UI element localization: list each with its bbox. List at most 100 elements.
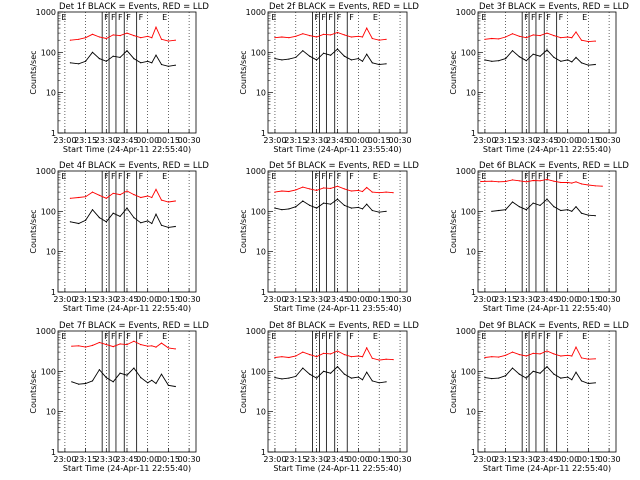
- data-point-lld: [575, 346, 577, 348]
- data-point-lld: [580, 39, 583, 41]
- x-tick-label: 00:00: [347, 136, 370, 145]
- y-tick-label: 1: [261, 129, 266, 138]
- data-point-lld: [281, 190, 283, 192]
- data-point-events: [357, 58, 359, 60]
- data-point-events: [71, 381, 73, 383]
- y-tick-label: 10: [256, 248, 266, 257]
- data-point-lld: [160, 342, 163, 344]
- data-point-lld: [155, 26, 157, 28]
- y-tick-label: 10: [466, 89, 476, 98]
- data-point-lld: [518, 35, 521, 37]
- data-point-events: [511, 50, 514, 52]
- data-point-lld: [119, 194, 121, 196]
- data-point-lld: [511, 33, 514, 35]
- data-point-events: [357, 206, 359, 208]
- data-point-lld: [105, 37, 107, 40]
- series-line-lld: [71, 340, 176, 350]
- data-point-lld: [525, 37, 527, 39]
- data-point-events: [560, 60, 562, 62]
- data-point-lld: [85, 196, 87, 198]
- data-point-lld: [302, 33, 304, 35]
- data-point-lld: [91, 344, 94, 346]
- annotation-label-f: F: [531, 172, 536, 181]
- data-point-events: [571, 210, 573, 212]
- data-point-lld: [350, 190, 352, 192]
- data-point-events: [594, 215, 596, 217]
- data-point-events: [511, 367, 514, 369]
- annotation-label-f: F: [111, 172, 116, 181]
- x-tick-label: 00:00: [136, 295, 159, 304]
- data-point-events: [378, 211, 380, 213]
- annotation-label-f: F: [139, 332, 144, 341]
- data-point-events: [484, 377, 486, 379]
- annotation-label-f: F: [559, 332, 564, 341]
- data-point-events: [133, 367, 135, 369]
- series-line-lld: [274, 185, 394, 194]
- data-point-lld: [336, 31, 339, 34]
- x-tick-label: 23:00: [473, 455, 496, 464]
- data-point-lld: [323, 187, 325, 189]
- y-axis-label: Counts/sec: [449, 209, 458, 253]
- data-point-events: [174, 385, 176, 388]
- data-point-events: [98, 58, 100, 60]
- y-axis-label: Counts/sec: [29, 369, 38, 413]
- x-tick-label: 00:30: [178, 136, 201, 145]
- data-point-lld: [336, 350, 339, 352]
- data-point-lld: [491, 37, 493, 40]
- annotation-label-e: E: [481, 172, 486, 181]
- data-point-lld: [498, 181, 500, 183]
- data-point-lld: [539, 180, 541, 182]
- data-point-events: [539, 55, 541, 57]
- data-point-events: [371, 380, 373, 382]
- data-point-events: [160, 224, 163, 226]
- data-point-lld: [587, 184, 590, 186]
- data-point-lld: [571, 182, 573, 184]
- data-point-events: [140, 222, 142, 224]
- data-point-lld: [309, 354, 311, 356]
- data-point-events: [553, 373, 555, 375]
- panel-9: Det 9f BLACK = Events, RED = LLD 1 10 100 10…: [449, 321, 629, 473]
- data-point-events: [546, 366, 548, 368]
- series-line-lld: [484, 346, 596, 360]
- data-point-lld: [91, 33, 94, 35]
- x-tick-label: 23:30: [515, 455, 538, 464]
- data-point-lld: [140, 344, 142, 346]
- y-tick-label: 10: [466, 248, 476, 257]
- data-point-lld: [343, 34, 345, 36]
- data-point-lld: [385, 38, 387, 40]
- data-point-lld: [378, 359, 380, 361]
- data-point-events: [105, 60, 107, 62]
- data-point-lld: [357, 355, 359, 357]
- annotation-label-f: F: [126, 332, 131, 341]
- x-tick-label: 00:30: [598, 295, 621, 304]
- series-line-lld: [70, 26, 176, 42]
- y-tick-label: 1000: [36, 8, 56, 17]
- data-point-lld: [357, 189, 359, 191]
- series-line-lld: [274, 27, 387, 41]
- data-point-events: [587, 64, 590, 66]
- data-point-events: [147, 60, 149, 62]
- data-point-lld: [295, 189, 297, 191]
- data-point-events: [288, 208, 290, 210]
- annotation-label-f: F: [559, 172, 564, 181]
- annotation-label-f: F: [546, 13, 551, 22]
- data-point-events: [532, 370, 534, 372]
- data-point-events: [525, 60, 527, 62]
- data-point-events: [112, 55, 114, 57]
- data-point-events: [302, 200, 304, 202]
- series-line-events: [71, 367, 176, 387]
- series-line-events: [274, 366, 387, 384]
- panel-title: Det 5f BLACK = Events, RED = LLD: [269, 161, 419, 171]
- data-point-events: [518, 56, 521, 58]
- y-tick-label: 100: [461, 207, 476, 216]
- panel-3: Det 3f BLACK = Events, RED = LLD 1 10 100 10…: [449, 2, 629, 154]
- x-tick-label: 23:00: [263, 136, 286, 145]
- data-point-events: [498, 377, 500, 379]
- panel-title: Det 7f BLACK = Events, RED = LLD: [59, 321, 209, 331]
- series-line-events: [484, 49, 596, 66]
- data-point-lld: [133, 340, 135, 342]
- data-point-events: [302, 50, 304, 52]
- x-tick-label: 23:00: [53, 455, 76, 464]
- data-point-events: [518, 206, 521, 208]
- data-point-events: [498, 60, 500, 62]
